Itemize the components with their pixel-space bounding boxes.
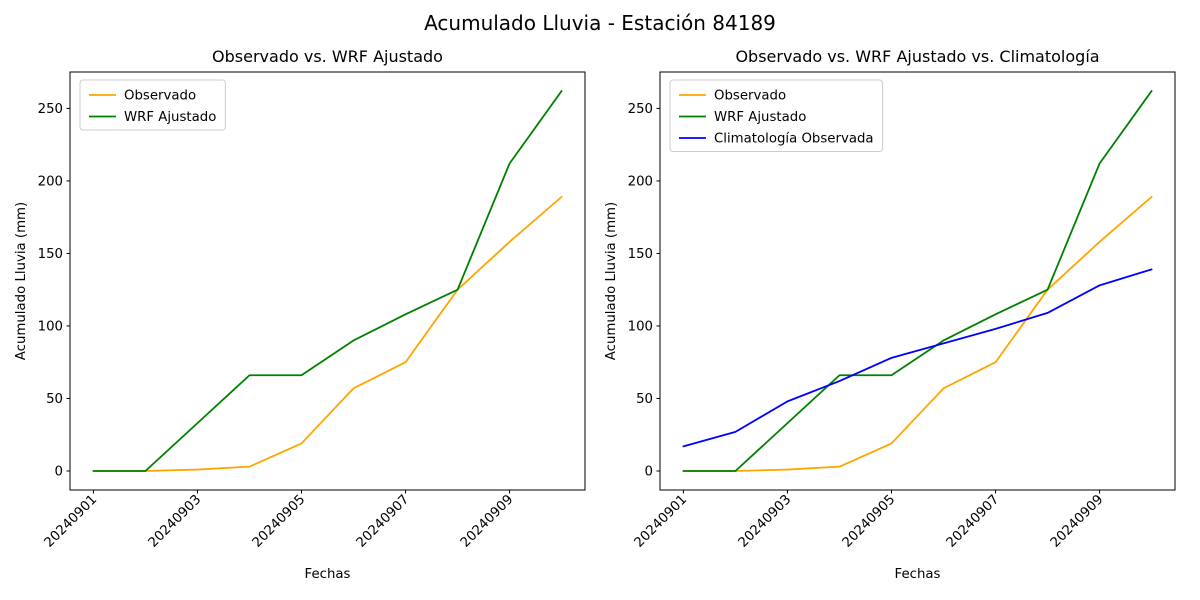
y-axis-label: Acumulado Lluvia (mm) (14, 202, 29, 360)
series-line-observado (92, 195, 563, 472)
subplot-1: 0 50 100 150 200 250 20240901 20240903 20240905 2… (14, 47, 586, 582)
y-tick-label: 100 (628, 319, 653, 334)
series-line-wrf-ajustado (92, 90, 563, 472)
subplot-title: Observado vs. WRF Ajustado vs. Climatolo… (735, 47, 1099, 66)
y-tick-label: 0 (55, 465, 63, 480)
legend: Observado WRF Ajustado (79, 79, 226, 131)
x-axis-label: Fechas (305, 567, 351, 582)
x-tick-label: 20240901 (42, 492, 100, 550)
series-line-observado (682, 195, 1153, 472)
x-tick-label: 20240907 (354, 492, 412, 550)
y-tick-label: 0 (645, 465, 653, 480)
legend-label-wrf-ajustado: WRF Ajustado (124, 110, 216, 125)
x-tick-label: 20240909 (458, 492, 516, 550)
y-tick-label: 50 (636, 392, 653, 407)
y-tick-label: 100 (38, 319, 63, 334)
legend-label-climatologia-observada: Climatología Observada (714, 131, 874, 147)
legend-label-wrf-ajustado: WRF Ajustado (714, 110, 806, 125)
subplot-2: 0 50 100 150 200 250 20240901 20240903 20240905 2… (604, 47, 1176, 582)
legend-label-observado: Observado (124, 89, 196, 104)
y-tick-label: 200 (628, 174, 653, 189)
x-tick-label: 20240905 (840, 492, 898, 550)
y-axis-label: Acumulado Lluvia (mm) (604, 202, 619, 360)
figure-suptitle: Acumulado Lluvia - Estación 84189 (424, 11, 776, 35)
x-tick-label: 20240905 (250, 492, 308, 550)
axes-frame (69, 71, 586, 491)
legend-frame (79, 79, 226, 131)
subplot-title: Observado vs. WRF Ajustado (212, 47, 443, 66)
y-tick-label: 250 (38, 102, 63, 117)
y-tick-label: 250 (628, 102, 653, 117)
series-line-wrf-ajustado (682, 90, 1153, 472)
legend-frame (669, 79, 884, 152)
x-tick-label: 20240907 (944, 492, 1002, 550)
legend: Observado WRF Ajustado Climatología Observ… (669, 79, 884, 152)
x-tick-label: 20240909 (1048, 492, 1106, 550)
x-tick-label: 20240901 (632, 492, 690, 550)
y-tick-label: 200 (38, 174, 63, 189)
legend-label-observado: Observado (714, 89, 786, 104)
x-tick-label: 20240903 (146, 492, 204, 550)
x-tick-label: 20240903 (736, 492, 794, 550)
x-axis-label: Fechas (895, 567, 941, 582)
series-line-climatologia-observada (682, 268, 1153, 448)
y-tick-label: 50 (46, 392, 63, 407)
y-tick-label: 150 (628, 247, 653, 262)
y-tick-label: 150 (38, 247, 63, 262)
